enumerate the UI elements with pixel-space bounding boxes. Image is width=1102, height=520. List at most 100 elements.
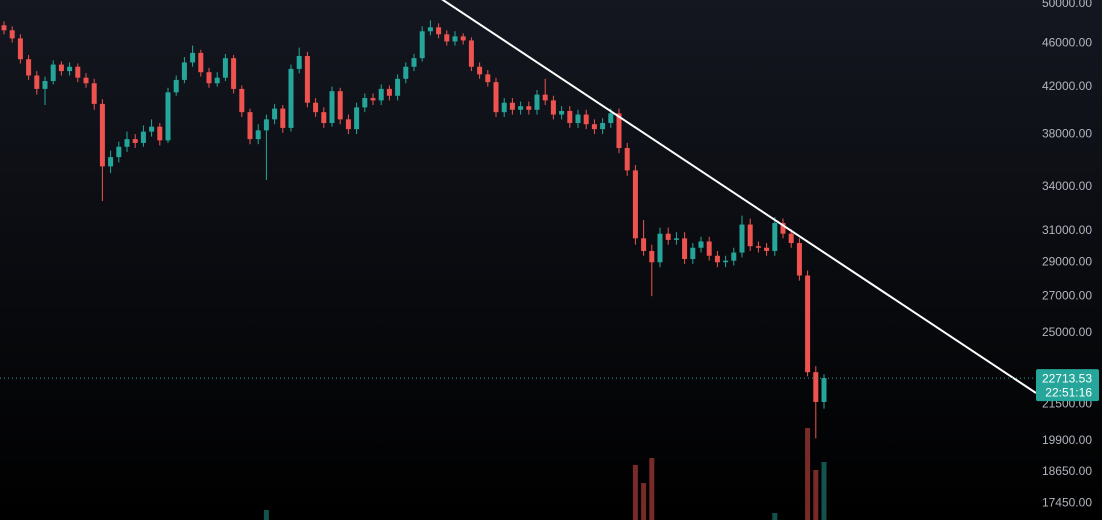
candle-body: [796, 243, 802, 276]
candle-body: [747, 224, 753, 247]
candle-body: [99, 103, 105, 167]
candle-body: [9, 30, 15, 39]
countdown-label: 22:51:16: [1045, 385, 1092, 399]
candle-body: [657, 233, 663, 263]
y-tick-label: 46000.00: [1042, 36, 1092, 50]
candle-body: [550, 100, 556, 115]
candle-body: [403, 66, 409, 79]
candle-body: [263, 119, 269, 131]
candle-body: [58, 64, 64, 72]
candle-body: [91, 83, 97, 104]
candle-body: [682, 238, 688, 260]
trend-line: [441, 0, 1037, 394]
candle-body: [198, 52, 204, 73]
candle-body: [641, 238, 647, 251]
candle-body: [591, 124, 597, 130]
price-label: 22713.53: [1042, 371, 1092, 385]
y-tick-label: 25000.00: [1042, 325, 1092, 339]
candle-body: [788, 233, 794, 244]
candle-body: [575, 114, 581, 123]
candle-body: [665, 233, 671, 240]
candle-body: [214, 77, 220, 84]
volume-bar: [772, 513, 778, 520]
y-tick-label: 29000.00: [1042, 254, 1092, 268]
candle-body: [419, 31, 425, 59]
candle-body: [509, 102, 515, 110]
candle-body: [649, 250, 655, 263]
candle-body: [493, 82, 499, 113]
candle-body: [764, 247, 770, 251]
candle-body: [190, 52, 196, 63]
candle-body: [624, 148, 630, 171]
candle-body: [26, 59, 32, 76]
candle-body: [739, 224, 745, 253]
y-tick-label: 42000.00: [1042, 79, 1092, 93]
candle-body: [616, 113, 622, 149]
price-label-box: [1036, 369, 1099, 402]
plot-area: [1, 20, 827, 520]
volume-bar: [632, 465, 638, 520]
volume-bar: [649, 458, 655, 520]
candle-body: [477, 66, 483, 75]
candle-body: [821, 378, 827, 402]
candle-body: [723, 260, 729, 263]
candle-body: [600, 122, 606, 130]
candle-body: [452, 36, 458, 42]
candle-body: [67, 66, 73, 72]
candle-body: [75, 66, 81, 78]
candle-body: [329, 91, 335, 123]
candle-body: [108, 157, 114, 167]
candle-body: [714, 255, 720, 263]
candle-body: [50, 64, 56, 82]
candle-body: [755, 246, 761, 248]
candle-body: [608, 113, 614, 123]
candle-body: [673, 238, 679, 240]
candle-body: [444, 34, 450, 42]
candle-body: [34, 75, 40, 89]
candle-body: [805, 275, 811, 373]
y-tick-label: 34000.00: [1042, 179, 1092, 193]
candle-body: [149, 126, 155, 132]
candle-body: [173, 79, 179, 93]
volume-bar: [805, 428, 811, 520]
candle-body: [124, 139, 130, 147]
candle-body: [468, 40, 474, 67]
y-tick-label: 19900.00: [1042, 433, 1092, 447]
candle-body: [370, 98, 376, 101]
candle-body: [813, 372, 819, 402]
candle-body: [42, 81, 48, 89]
y-tick-label: 50000.00: [1042, 0, 1092, 10]
candle-body: [288, 68, 294, 128]
candle-body: [17, 38, 23, 60]
candle-body: [337, 91, 343, 120]
candle-body: [354, 107, 360, 130]
candle-body: [542, 94, 548, 101]
candle-body: [436, 27, 442, 35]
candle-body: [255, 130, 261, 140]
candle-body: [534, 94, 540, 110]
candle-body: [132, 139, 138, 143]
candle-body: [526, 106, 532, 110]
candle-body: [140, 131, 146, 143]
candle-body: [296, 56, 302, 69]
candle-body: [772, 223, 778, 251]
candle-body: [222, 58, 228, 78]
y-tick-label: 38000.00: [1042, 126, 1092, 140]
candle-body: [247, 112, 253, 140]
y-tick-label: 18650.00: [1042, 464, 1092, 478]
y-tick-label: 27000.00: [1042, 288, 1092, 302]
candle-body: [206, 72, 212, 84]
candle-body: [427, 27, 433, 32]
volume-bar: [263, 510, 269, 520]
candle-body: [239, 88, 245, 113]
candle-body: [583, 114, 589, 125]
candle-body: [321, 112, 327, 123]
candle-body: [116, 146, 122, 158]
candle-body: [313, 102, 319, 113]
candle-body: [706, 241, 712, 256]
candle-body: [231, 58, 237, 89]
candle-body: [731, 252, 737, 261]
candle-body: [395, 78, 401, 96]
